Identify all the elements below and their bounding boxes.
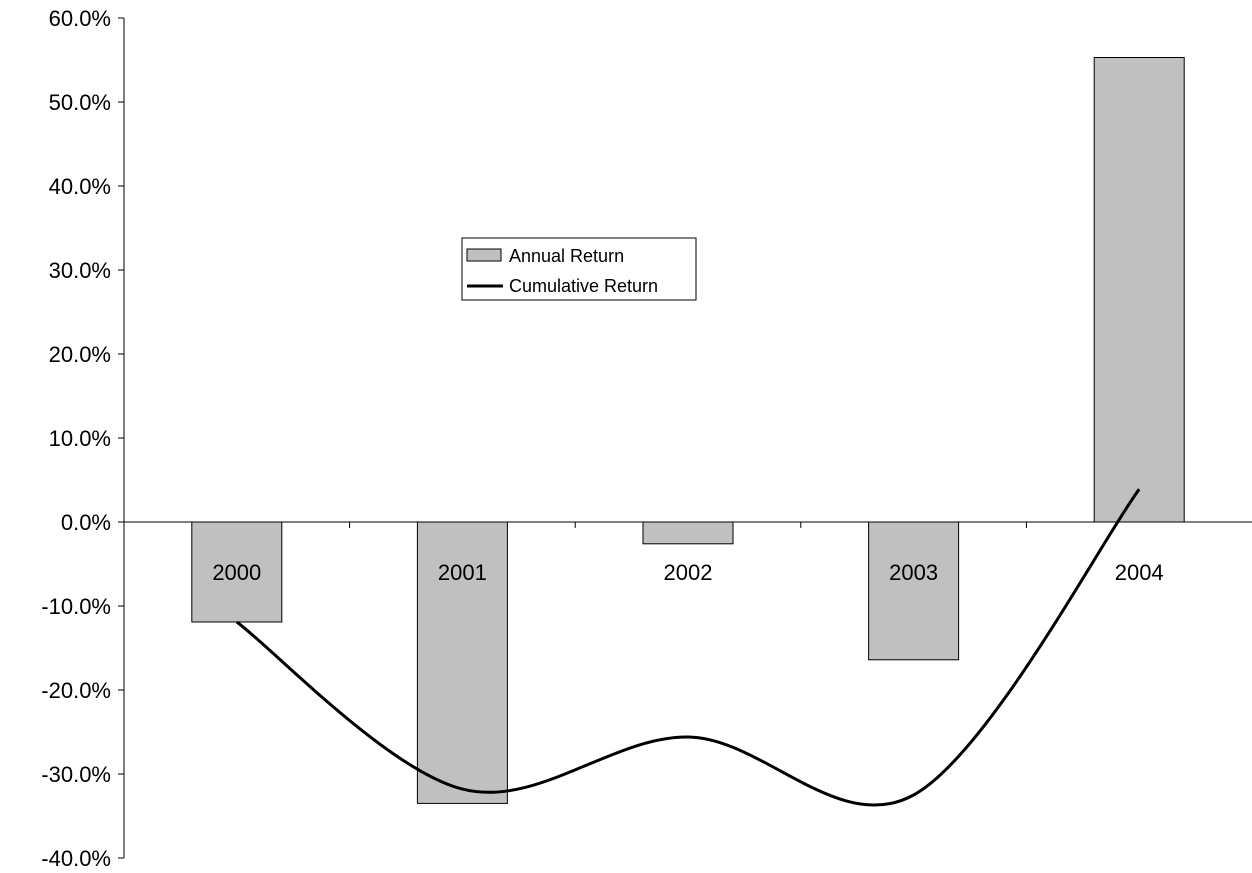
y-tick-label: 20.0% [49,342,111,367]
x-axis-category-labels: 2000 2001 2002 2003 2004 [212,560,1163,585]
bar [1093,57,1185,523]
line-series-cumulative-return [235,488,1141,807]
y-tick-label: 40.0% [49,174,111,199]
legend-box [461,237,697,301]
legend-label-annual-return: Annual Return [509,246,624,266]
y-tick-label: 10.0% [49,426,111,451]
legend-swatch-annual-return [466,248,502,262]
y-tick-label: -10.0% [41,594,111,619]
y-tick-label: 50.0% [49,90,111,115]
y-axis-tick-labels: 60.0% 50.0% 40.0% 30.0% 20.0% 10.0% 0.0% -10.0%… [41,6,111,871]
y-tick-label: 30.0% [49,258,111,283]
x-category-label: 2002 [664,560,713,585]
y-tick-label: -40.0% [41,846,111,871]
bar [191,521,283,623]
legend-label-cumulative-return: Cumulative Return [509,276,658,296]
bar [416,521,508,804]
legend: Annual Return Cumulative Return [461,237,697,301]
bar [642,521,734,545]
y-tick-label: -30.0% [41,762,111,787]
y-tick-label: 60.0% [49,6,111,31]
y-tick-label: -20.0% [41,678,111,703]
bar [868,521,960,661]
x-category-label: 2001 [438,560,487,585]
axes [118,17,1252,859]
y-tick-label: 0.0% [61,510,111,535]
x-category-label: 2003 [889,560,938,585]
cumulative-return-line [235,488,1141,807]
x-category-label: 2004 [1115,560,1164,585]
x-category-label: 2000 [212,560,261,585]
bar-series-annual-return [191,57,1185,804]
